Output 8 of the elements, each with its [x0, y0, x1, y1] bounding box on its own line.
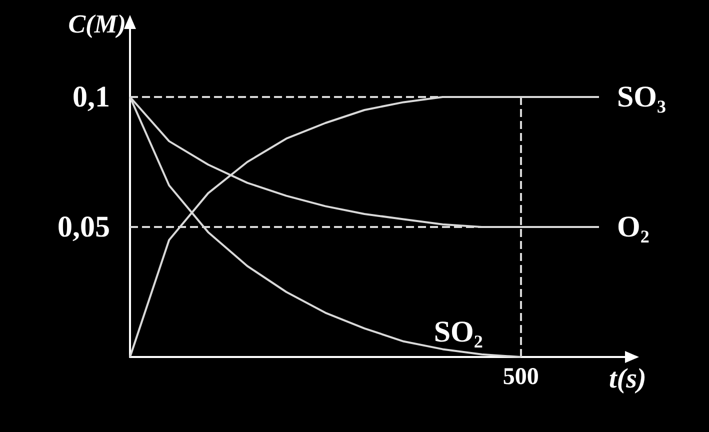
y-tick-label: 0,1 [72, 80, 110, 114]
x-axis-title: t(s) [609, 364, 646, 394]
x-tick-label: 500 [502, 364, 539, 390]
y-axis-title: C(M) [68, 10, 126, 38]
series-label: SO₂ [434, 316, 483, 348]
series-label: SO₃ [617, 80, 666, 114]
y-tick-label: 0,05 [58, 210, 110, 244]
series-label: O₂ [617, 210, 650, 244]
